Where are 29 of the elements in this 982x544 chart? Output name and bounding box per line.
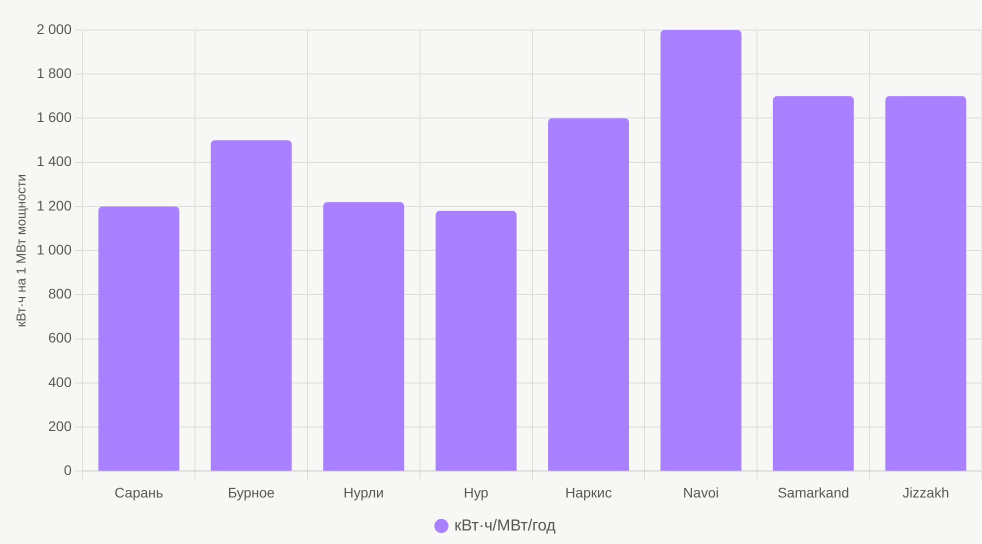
- y-tick-label: 1 400: [36, 153, 72, 170]
- y-tick-label: 200: [48, 418, 72, 434]
- bar: [548, 118, 629, 471]
- y-tick-label: 1 600: [36, 109, 72, 126]
- x-tick-label: Navoi: [683, 484, 719, 500]
- x-tick-label: Сарань: [114, 484, 164, 500]
- x-tick-label: Нурли: [344, 484, 384, 500]
- y-tick-label: 0: [64, 462, 72, 478]
- y-axis-title: кВт·ч на 1 МВт мощности: [13, 174, 28, 328]
- y-tick-label: 1 200: [36, 197, 72, 214]
- y-tick-label: 1 800: [36, 64, 72, 81]
- x-tick-label: Наркис: [565, 484, 612, 500]
- y-tick-label: 2 000: [36, 20, 72, 37]
- x-tick-label: Samarkand: [778, 484, 850, 500]
- bar: [660, 30, 742, 471]
- legend-label: кВт·ч/МВт/год: [454, 517, 556, 534]
- y-tick-label: 800: [48, 286, 72, 302]
- bar: [436, 210, 517, 471]
- bar: [772, 96, 854, 471]
- x-tick-label: Бурное: [228, 484, 275, 500]
- y-tick-label: 1 000: [36, 241, 72, 258]
- y-tick-label: 600: [48, 330, 72, 346]
- bar: [98, 206, 180, 471]
- bar: [210, 140, 292, 471]
- bar: [323, 202, 404, 471]
- x-tick-label: Нур: [464, 484, 489, 500]
- y-tick-label: 400: [48, 374, 72, 390]
- x-tick-label: Jizzakh: [902, 484, 950, 500]
- bar: [885, 96, 966, 471]
